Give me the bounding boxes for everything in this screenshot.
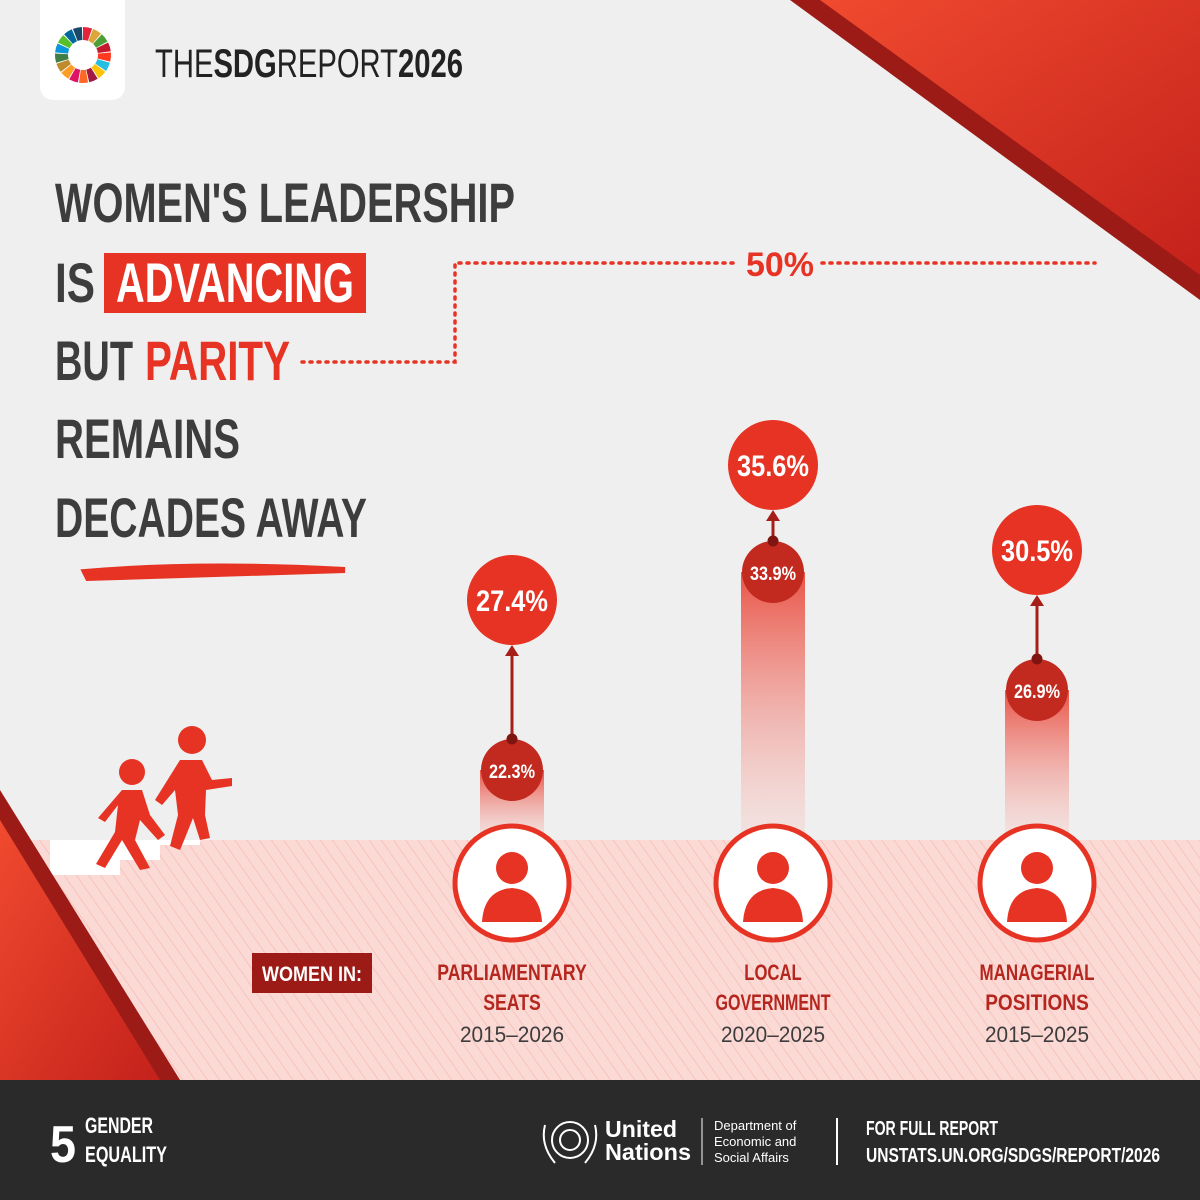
indicators: 22.3% 27.4% PARLIAMENTARY SEATS 2015–2026 33.… <box>437 420 1097 1047</box>
emblem-wreath <box>542 1124 598 1164</box>
end-value: 30.5% <box>1001 535 1073 568</box>
brand-part: THE <box>155 42 213 86</box>
arrow-head <box>766 510 780 521</box>
un-emblem <box>542 1121 598 1164</box>
brand-part: REPORT <box>277 42 398 86</box>
end-circle <box>992 505 1082 595</box>
headline: IS <box>55 251 95 314</box>
indicator-title: SEATS <box>483 990 541 1015</box>
wheel-segment <box>95 59 110 71</box>
parity-label: 50% <box>746 246 814 284</box>
headline-highlight: ADVANCING <box>116 251 354 314</box>
end-circle <box>467 555 557 645</box>
goal-name: EQUALITY <box>85 1142 167 1167</box>
start-circle <box>1006 659 1068 721</box>
start-value: 22.3% <box>489 762 535 783</box>
end-value: 27.4% <box>476 585 548 618</box>
un-name: United <box>605 1116 677 1142</box>
arrow-head <box>505 645 519 656</box>
wheel-segment <box>97 52 112 62</box>
wheel-segment <box>93 34 108 48</box>
indicator-title: LOCAL <box>744 960 802 985</box>
emblem-circle <box>551 1121 589 1159</box>
icon-head <box>757 852 789 884</box>
goal-number: 5 <box>50 1116 76 1174</box>
start-circle <box>742 541 804 603</box>
icon-head <box>1021 852 1053 884</box>
brand: THESDGREPORT2026 <box>155 42 463 86</box>
progress-column <box>741 572 805 840</box>
department: Economic and <box>714 1134 796 1149</box>
wheel-segment <box>54 53 69 63</box>
start-dot <box>1031 653 1043 665</box>
department: Social Affairs <box>714 1150 789 1165</box>
icon-body <box>743 888 803 922</box>
wheel-segment <box>69 68 81 83</box>
wheel-segment <box>79 69 89 83</box>
indicator-title: POSITIONS <box>985 990 1089 1015</box>
headline: WOMEN'S LEADERSHIP <box>55 171 515 234</box>
wheel-segment <box>96 42 111 53</box>
icon-head <box>496 852 528 884</box>
indicator-period: 2020–2025 <box>721 1022 825 1047</box>
figure-body <box>96 790 165 870</box>
parity-line <box>300 261 740 364</box>
wheel-segment <box>61 64 76 79</box>
goal-name: GENDER <box>85 1113 153 1138</box>
start-value: 33.9% <box>750 564 796 585</box>
logo-tab <box>40 0 125 100</box>
wheel-segment <box>57 35 73 49</box>
steps <box>50 840 200 875</box>
indicator-period: 2015–2025 <box>985 1022 1089 1047</box>
women-in: WOMEN IN: <box>262 963 362 986</box>
wheel-segment <box>72 27 83 41</box>
end-value: 35.6% <box>737 450 809 483</box>
footer <box>0 1080 1200 1200</box>
wheel-segment <box>56 59 71 72</box>
women-in-box <box>252 953 372 993</box>
headline: BUT <box>55 329 133 392</box>
start-value: 26.9% <box>1014 682 1060 703</box>
headline: REMAINS <box>55 407 240 470</box>
indicator-period: 2015–2026 <box>460 1022 564 1047</box>
arrow-head <box>1030 595 1044 606</box>
emblem-circle <box>559 1129 581 1151</box>
sdg-wheel <box>54 26 112 83</box>
figure-head <box>119 759 145 785</box>
highlight-box <box>104 253 366 313</box>
indicator-title: MANAGERIAL <box>980 960 1095 985</box>
brand-part: 2026 <box>398 42 463 86</box>
figure-body <box>155 760 232 850</box>
headline-highlight: PARITY <box>145 329 290 392</box>
brand-part: SDG <box>213 42 276 86</box>
wheel-segment <box>83 26 93 41</box>
start-dot <box>767 535 779 547</box>
start-dot <box>506 733 518 745</box>
department: Department of <box>714 1118 797 1133</box>
walking-figures <box>96 726 232 870</box>
report-url[interactable]: UNSTATS.UN.ORG/SDGS/REPORT/2026 <box>866 1145 1160 1167</box>
un-name: Nations <box>605 1139 691 1165</box>
corner-shape <box>820 0 1200 275</box>
headline: DECADES AWAY <box>55 486 367 549</box>
report-label: FOR FULL REPORT <box>866 1118 998 1140</box>
indicator-title: GOVERNMENT <box>716 990 831 1015</box>
wheel-segment <box>55 43 70 54</box>
end-circle <box>728 420 818 510</box>
wheel-segment <box>88 28 101 44</box>
underline <box>80 563 346 582</box>
wheel-segment <box>91 64 106 79</box>
indicator-title: PARLIAMENTARY <box>437 960 587 985</box>
corner-shape <box>0 820 160 1080</box>
start-circle <box>481 739 543 801</box>
wheel-segment <box>64 29 77 44</box>
figure-head <box>178 726 206 754</box>
icon-body <box>482 888 542 922</box>
wheel-segment <box>86 67 98 83</box>
icon-body <box>1007 888 1067 922</box>
